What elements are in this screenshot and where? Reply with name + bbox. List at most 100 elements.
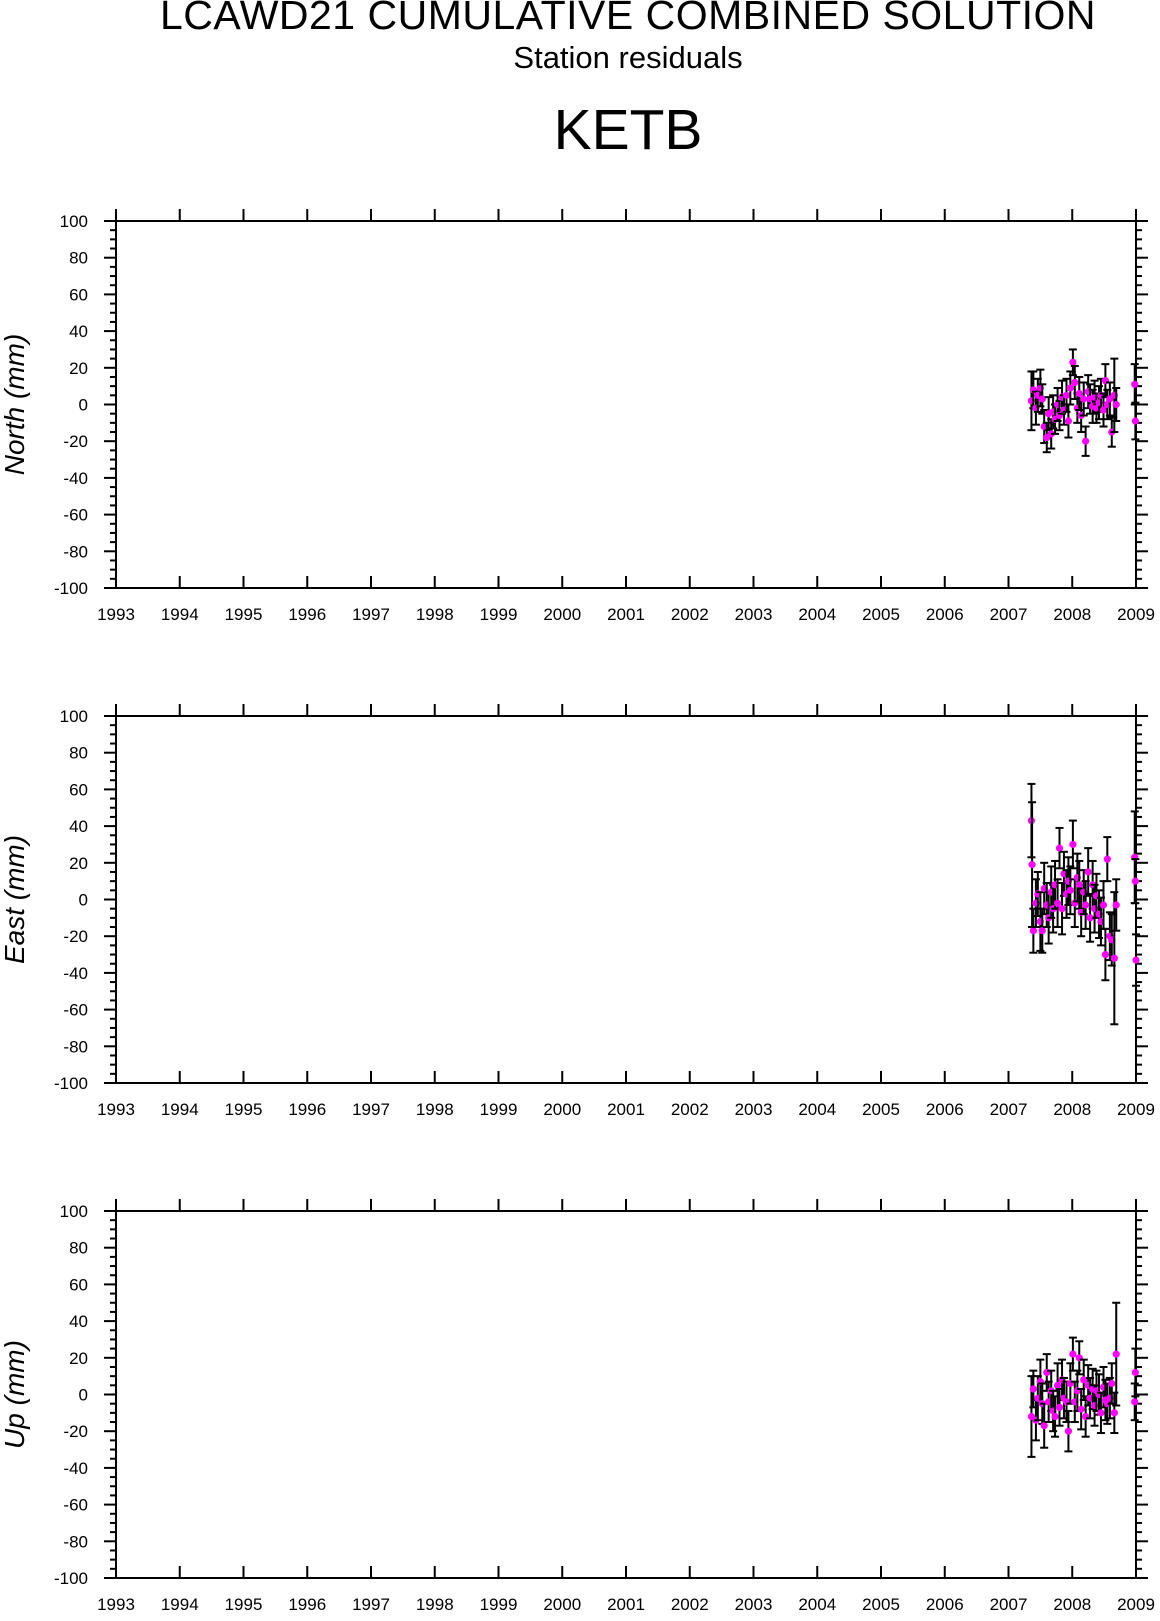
x-tick-label: 2003 <box>735 1100 773 1119</box>
data-point <box>1064 417 1073 425</box>
y-axis-label: Up (mm) <box>0 1340 30 1449</box>
x-tick-label: 2002 <box>671 605 709 624</box>
data-point <box>1082 437 1090 445</box>
x-tick-label: 2000 <box>543 1100 581 1119</box>
x-tick-label: 1998 <box>416 1100 454 1119</box>
x-tick-label: 2004 <box>798 1100 836 1119</box>
data-point <box>1131 1398 1139 1406</box>
data-point <box>1112 901 1120 909</box>
y-tick-label: -40 <box>63 964 88 983</box>
data-point <box>1071 378 1079 387</box>
data-point <box>1131 877 1139 885</box>
x-tick-label: 2007 <box>990 605 1028 624</box>
data-point <box>1080 1376 1088 1384</box>
data-point <box>1069 840 1077 849</box>
data-point <box>1029 927 1037 935</box>
x-tick-label: 2002 <box>671 1595 709 1614</box>
chart-subtitle: Station residuals <box>513 40 743 75</box>
data-point <box>1066 886 1074 894</box>
plot-frame <box>115 220 1137 589</box>
data-point <box>1084 868 1092 876</box>
y-tick-label: -80 <box>63 1037 88 1056</box>
y-tick-label: 40 <box>69 322 88 341</box>
data-point <box>1080 395 1088 403</box>
x-tick-label: 2009 <box>1117 1100 1155 1119</box>
data-point <box>1038 395 1046 403</box>
x-tick-label: 2009 <box>1117 605 1155 624</box>
x-tick-label: 2005 <box>862 605 900 624</box>
data-point <box>1058 905 1066 913</box>
y-tick-label: 20 <box>69 854 88 873</box>
data-point <box>1099 901 1108 909</box>
data-point <box>1131 380 1139 388</box>
y-tick-label: -20 <box>63 927 88 946</box>
x-tick-label: 2007 <box>990 1100 1028 1119</box>
y-tick-label: -80 <box>63 1532 88 1551</box>
y-tick-label: 20 <box>69 1349 88 1368</box>
data-point <box>1040 1422 1048 1430</box>
y-tick-label: 20 <box>69 359 88 378</box>
x-tick-label: 1995 <box>225 1595 263 1614</box>
data-point <box>1053 899 1062 907</box>
data-point <box>1112 1350 1120 1358</box>
data-point <box>1131 1368 1139 1377</box>
data-point <box>1055 844 1064 852</box>
data-point <box>1132 956 1140 964</box>
x-tick-label: 2007 <box>990 1595 1028 1614</box>
x-tick-label: 2006 <box>926 605 964 624</box>
y-tick-label: -100 <box>54 579 88 598</box>
x-tick-label: 2002 <box>671 1100 709 1119</box>
x-tick-label: 2003 <box>735 1595 773 1614</box>
y-tick-label: 80 <box>69 744 88 763</box>
x-tick-label: 1994 <box>161 1100 199 1119</box>
x-tick-label: 2008 <box>1053 1595 1091 1614</box>
y-tick-label: 80 <box>69 1239 88 1258</box>
data-point <box>1053 1381 1062 1389</box>
y-tick-label: 60 <box>69 1275 88 1294</box>
chart-title: LCAWD21 CUMULATIVE COMBINED SOLUTION <box>159 0 1097 38</box>
data-point <box>1064 1427 1073 1435</box>
data-point <box>1103 855 1111 863</box>
y-tick-label: 0 <box>79 1386 88 1405</box>
y-tick-label: 60 <box>69 780 88 799</box>
x-tick-label: 1996 <box>288 1100 326 1119</box>
x-tick-label: 1993 <box>97 605 135 624</box>
y-tick-label: 100 <box>60 1202 88 1221</box>
y-tick-label: 80 <box>69 249 88 268</box>
data-point <box>1097 1409 1105 1417</box>
data-point <box>1028 861 1036 869</box>
x-tick-label: 1996 <box>288 1595 326 1614</box>
y-tick-label: -60 <box>63 1496 88 1515</box>
x-tick-label: 1998 <box>416 1595 454 1614</box>
x-tick-label: 2001 <box>607 1100 645 1119</box>
x-tick-label: 1997 <box>352 1595 390 1614</box>
y-tick-label: 0 <box>79 396 88 415</box>
x-tick-label: 2003 <box>735 605 773 624</box>
x-tick-label: 2005 <box>862 1595 900 1614</box>
x-tick-label: 2004 <box>798 1595 836 1614</box>
y-tick-label: -60 <box>63 506 88 525</box>
data-point <box>1131 417 1139 425</box>
x-tick-label: 1996 <box>288 605 326 624</box>
data-point <box>1051 1412 1059 1421</box>
data-point <box>1069 358 1077 366</box>
plot-panel-1: 1993 1994 1995 1996 1997 1998 1999 2000 2001 2002… <box>0 209 1155 624</box>
y-tick-label: -40 <box>63 1459 88 1478</box>
x-tick-label: 2009 <box>1117 1595 1155 1614</box>
data-point <box>1062 391 1071 399</box>
data-point <box>1075 881 1083 889</box>
data-point <box>1082 901 1090 909</box>
data-point <box>1066 384 1074 392</box>
data-point <box>1077 1405 1085 1413</box>
data-point <box>1075 389 1083 398</box>
x-tick-label: 1997 <box>352 605 390 624</box>
plot-panel-2: 1993 1994 1995 1996 1997 1998 1999 2000 2001 2002… <box>0 704 1155 1119</box>
y-tick-label: -40 <box>63 469 88 488</box>
y-tick-label: -20 <box>63 1422 88 1441</box>
y-tick-label: 100 <box>60 707 88 726</box>
x-tick-label: 1994 <box>161 1595 199 1614</box>
y-tick-label: 0 <box>79 891 88 910</box>
x-tick-label: 1998 <box>416 605 454 624</box>
data-point <box>1069 1350 1077 1358</box>
x-tick-label: 2008 <box>1053 1100 1091 1119</box>
